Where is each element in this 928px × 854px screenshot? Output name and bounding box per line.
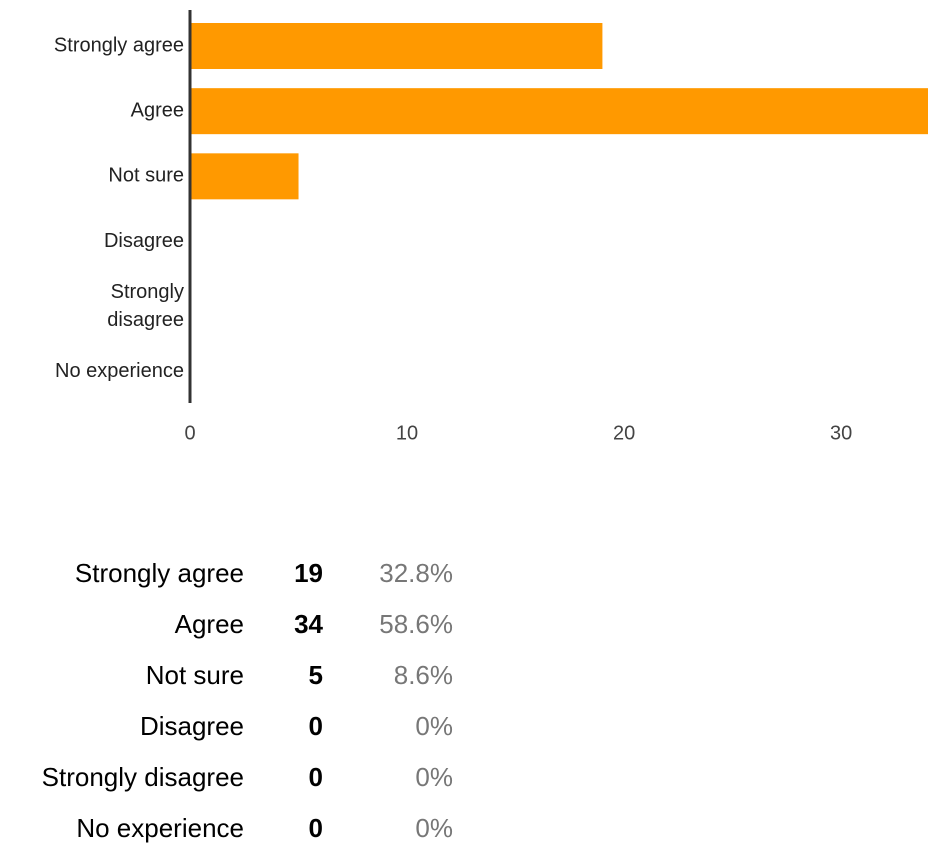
- summary-label: Disagree: [139, 711, 244, 741]
- table-row: Not sure 5 8.6%: [0, 650, 453, 701]
- summary-percent: 58.6%: [379, 609, 453, 639]
- summary-percent: 8.6%: [393, 660, 453, 690]
- table-row: Strongly disagree 0 0%: [0, 752, 453, 803]
- summary-label: No experience: [76, 813, 244, 843]
- category-label: disagree: [107, 309, 184, 331]
- category-label: Not sure: [108, 165, 184, 187]
- category-label: Disagree: [104, 230, 184, 252]
- table-row: Agree 34 58.6%: [0, 599, 453, 650]
- summary-count: 0: [308, 813, 323, 843]
- bar: [190, 153, 299, 200]
- x-tick-label: 0: [184, 422, 195, 444]
- bar: [190, 88, 928, 135]
- summary-count: 34: [294, 609, 323, 639]
- bar-chart: Strongly agree Agree Not sure Disagree Stron…: [54, 10, 928, 444]
- summary-percent: 0%: [415, 813, 453, 843]
- table-row: Disagree 0 0%: [0, 701, 453, 752]
- summary-label: Agree: [174, 609, 244, 639]
- summary-count: 5: [308, 660, 323, 690]
- x-tick-label: 30: [830, 422, 852, 444]
- summary-count: 19: [294, 558, 323, 588]
- summary-label: Not sure: [145, 660, 244, 690]
- bar: [190, 23, 603, 69]
- x-tick-label: 20: [613, 422, 635, 444]
- table-row: No experience 0 0%: [0, 803, 453, 854]
- summary-label: Strongly agree: [74, 558, 244, 588]
- summary-count: 0: [308, 762, 323, 792]
- category-label: Strongly: [111, 281, 184, 303]
- table-row: Strongly agree 19 32.8%: [0, 548, 453, 599]
- category-label: Agree: [131, 99, 184, 121]
- summary-percent: 0%: [415, 711, 453, 741]
- x-tick-label: 10: [396, 422, 418, 444]
- category-label: Strongly agree: [54, 34, 184, 56]
- summary-label: Strongly disagree: [41, 762, 244, 792]
- summary-count: 0: [308, 711, 323, 741]
- summary-table: Strongly agree 19 32.8% Agree 34 58.6% N…: [0, 548, 453, 854]
- summary-percent: 0%: [415, 762, 453, 792]
- summary-percent: 32.8%: [379, 558, 453, 588]
- category-label: No experience: [55, 360, 184, 382]
